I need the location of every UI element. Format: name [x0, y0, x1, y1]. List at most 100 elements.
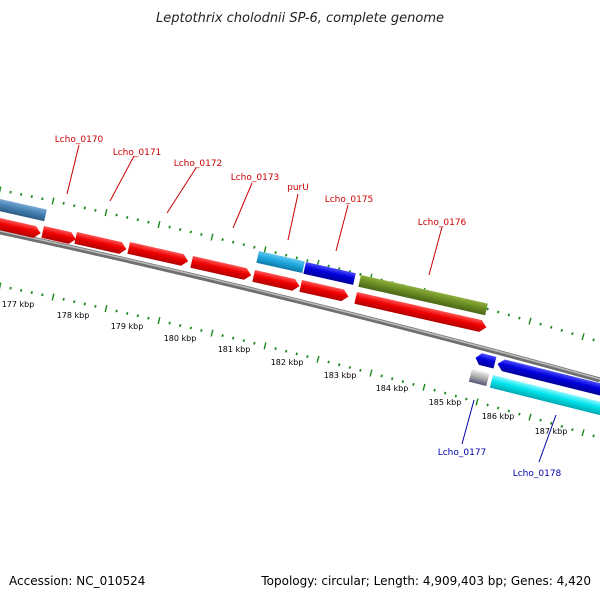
gene-label[interactable]: Lcho_0176 — [418, 218, 467, 228]
major-tick — [528, 413, 532, 421]
gene-arrow-blue-small[interactable] — [474, 352, 497, 369]
gene-label[interactable]: Lcho_0175 — [325, 195, 374, 205]
gene-arrow-red[interactable] — [299, 280, 349, 302]
minor-tick — [507, 313, 510, 317]
minor-tick — [189, 230, 192, 234]
accession-text: Accession: NC_010524 — [9, 574, 145, 588]
minor-tick — [486, 403, 489, 407]
minor-tick — [560, 424, 564, 428]
minor-tick — [30, 291, 33, 295]
minor-tick — [518, 316, 521, 320]
major-tick — [581, 333, 585, 341]
gene-label[interactable]: Lcho_0170 — [55, 135, 104, 145]
minor-tick — [497, 406, 500, 410]
minor-tick — [274, 347, 277, 351]
minor-tick — [73, 204, 76, 208]
gene-lcho-0177-grey[interactable] — [468, 369, 490, 386]
minor-tick — [179, 228, 182, 232]
minor-tick — [497, 310, 500, 314]
major-tick — [263, 342, 267, 350]
minor-tick — [136, 314, 139, 318]
minor-tick — [380, 374, 383, 378]
minor-tick — [232, 336, 235, 340]
minor-tick — [592, 338, 595, 342]
minor-tick — [285, 349, 288, 353]
kbp-label: 181 kbp — [218, 345, 251, 354]
major-tick — [104, 209, 108, 217]
major-tick — [210, 233, 214, 241]
minor-tick — [62, 201, 65, 205]
minor-tick — [221, 238, 224, 242]
minor-tick — [507, 409, 510, 413]
gene-labels-top: Lcho_0170 Lcho_0171 Lcho_0172 Lcho_0173 … — [55, 135, 467, 276]
gene-arrow-red[interactable] — [41, 226, 77, 245]
gene-label[interactable]: Lcho_0173 — [231, 173, 280, 183]
gene-label[interactable]: Lcho_0178 — [513, 469, 562, 479]
gene-arrow-red[interactable] — [252, 270, 300, 292]
minor-tick — [433, 388, 436, 392]
minor-tick — [253, 245, 256, 249]
minor-tick — [571, 332, 574, 336]
minor-tick — [348, 366, 351, 369]
gene-arrow-red[interactable] — [74, 232, 127, 255]
minor-tick — [115, 213, 118, 217]
major-tick — [369, 369, 373, 377]
minor-tick — [168, 225, 171, 229]
gene-arrow-red[interactable] — [0, 218, 42, 239]
minor-tick — [147, 220, 150, 224]
minor-tick — [592, 434, 595, 438]
minor-tick — [20, 192, 23, 196]
major-tick — [51, 293, 55, 301]
minor-tick — [327, 360, 330, 364]
major-tick — [316, 355, 320, 363]
kbp-label: 186 kbp — [482, 412, 515, 421]
gene-arrow-blue[interactable] — [496, 358, 600, 397]
minor-tick — [549, 421, 553, 425]
minor-tick — [179, 324, 182, 328]
minor-tick — [359, 272, 362, 276]
major-tick — [475, 398, 479, 406]
gene-arrow-red[interactable] — [127, 242, 189, 267]
gene-label[interactable]: Lcho_0171 — [113, 148, 162, 158]
kbp-label: 185 kbp — [429, 398, 462, 407]
kbp-label: 183 kbp — [324, 371, 357, 380]
gene-label[interactable]: purU — [287, 183, 309, 193]
minor-tick — [83, 302, 86, 306]
gene-arrow-red[interactable] — [190, 256, 252, 281]
major-tick — [422, 383, 426, 391]
minor-tick — [62, 297, 65, 301]
gene-lcho-0176-olive[interactable] — [358, 275, 488, 316]
gene-steel-left[interactable] — [0, 199, 47, 222]
major-tick — [0, 186, 2, 194]
minor-tick — [285, 253, 288, 257]
genome-backbone — [0, 229, 600, 383]
minor-tick — [401, 380, 404, 384]
major-tick — [51, 197, 55, 205]
major-tick — [157, 317, 161, 325]
minor-tick — [274, 251, 277, 255]
gene-arrow-red[interactable] — [354, 292, 487, 333]
minor-tick — [295, 352, 298, 356]
gene-lcho-0175-blue[interactable] — [303, 262, 356, 285]
minor-tick — [539, 418, 542, 422]
minor-tick — [306, 259, 309, 263]
map-title: Leptothrix cholodnii SP-6, complete geno… — [156, 11, 444, 26]
minor-tick — [242, 243, 245, 247]
minor-tick — [571, 428, 574, 432]
gene-lcho-0178-cyan[interactable] — [489, 375, 600, 417]
minor-tick — [94, 304, 97, 308]
gene-purU-light-blue[interactable] — [256, 251, 305, 274]
minor-tick — [486, 307, 489, 311]
gene-label[interactable]: Lcho_0172 — [174, 159, 223, 169]
minor-tick — [338, 363, 341, 367]
kbp-label: 182 kbp — [271, 358, 304, 367]
minor-tick — [444, 391, 447, 395]
minor-tick — [465, 397, 468, 401]
major-tick — [581, 429, 585, 437]
minor-tick — [9, 190, 12, 194]
minor-tick — [412, 382, 415, 386]
gene-labels-bottom: Lcho_0177 Lcho_0178 — [438, 399, 562, 479]
minor-tick — [126, 215, 129, 219]
gene-label[interactable]: Lcho_0177 — [438, 448, 487, 458]
